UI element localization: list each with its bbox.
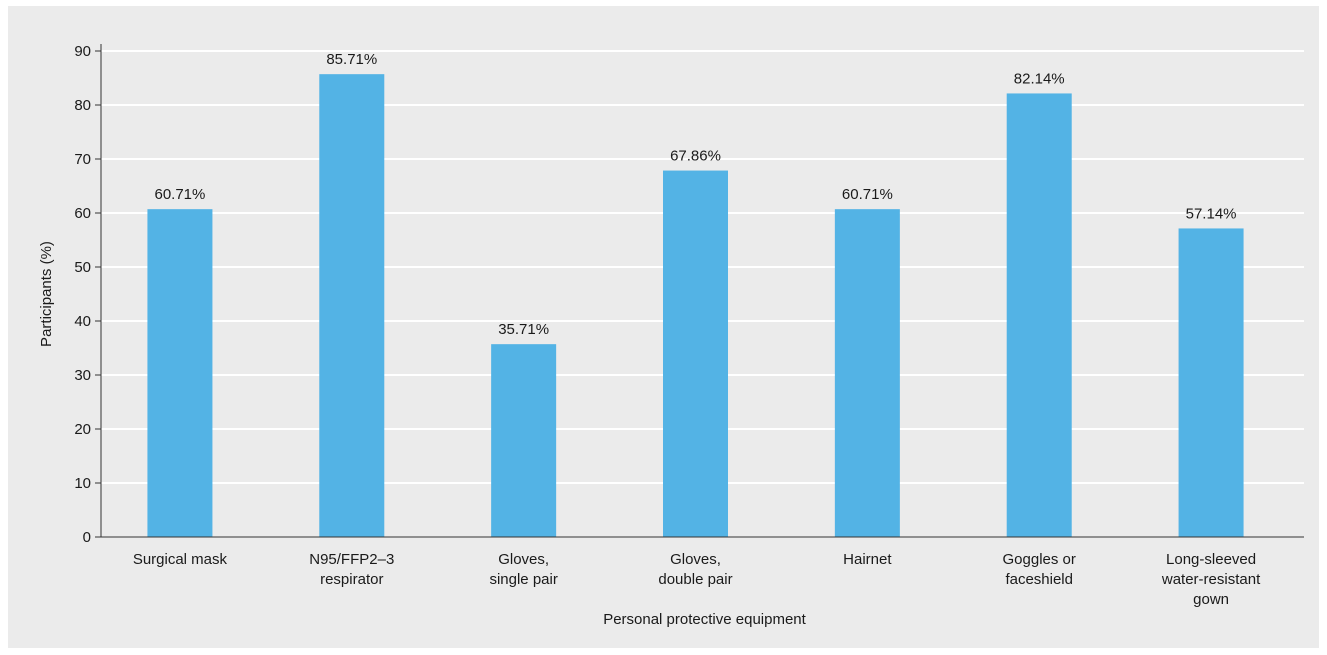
- y-tick-label: 60: [74, 205, 91, 222]
- x-tick-label: Surgical mask: [133, 551, 228, 568]
- y-axis: 0 10 20 30 40 50 60 70 80 90: [74, 43, 102, 546]
- bar: [319, 74, 385, 537]
- bar-value-label: 35.71%: [498, 321, 549, 338]
- bar-value-label: 85.71%: [326, 51, 377, 68]
- y-tick-label: 30: [74, 367, 91, 384]
- x-axis-title: Personal protective equipment: [603, 611, 806, 628]
- bar: [1178, 228, 1244, 537]
- bar: [834, 209, 900, 537]
- x-tick-label: Hairnet: [843, 551, 892, 568]
- chart-panel: 60.71% 85.71% 35.71% 67.86% 60.71% 82.14% 57.1…: [8, 6, 1319, 648]
- bar: [147, 209, 213, 537]
- bar-value-label: 60.71%: [154, 186, 205, 203]
- y-tick-label: 0: [83, 529, 91, 546]
- y-tick-label: 90: [74, 43, 91, 60]
- bar-value-label: 57.14%: [1186, 205, 1237, 222]
- bars: 60.71% 85.71% 35.71% 67.86% 60.71% 82.14% 57.1…: [147, 51, 1244, 537]
- x-tick-label: Gloves, double pair: [658, 551, 732, 588]
- y-tick-label: 40: [74, 313, 91, 330]
- y-tick-label: 10: [74, 475, 91, 492]
- y-tick-label: 70: [74, 151, 91, 168]
- x-tick-label: Goggles or faceshield: [1003, 551, 1076, 588]
- x-tick-label: Long-sleeved water-resistant gown: [1161, 551, 1261, 608]
- x-tick-label: Gloves, single pair: [489, 551, 557, 588]
- bar: [1006, 93, 1072, 537]
- bar: [491, 344, 557, 537]
- bar-value-label: 67.86%: [670, 148, 721, 165]
- y-tick-label: 20: [74, 421, 91, 438]
- x-tick-label: N95/FFP2–3 respirator: [309, 551, 394, 588]
- y-tick-label: 80: [74, 97, 91, 114]
- y-axis-title: Participants (%): [38, 241, 55, 347]
- bar-value-label: 60.71%: [842, 186, 893, 203]
- bar-chart: 60.71% 85.71% 35.71% 67.86% 60.71% 82.14% 57.1…: [38, 43, 1304, 628]
- x-axis: Surgical mask N95/FFP2–3 respirator Gloves,…: [101, 536, 1304, 608]
- y-tick-label: 50: [74, 259, 91, 276]
- bar: [663, 170, 728, 537]
- bar-value-label: 82.14%: [1014, 70, 1065, 87]
